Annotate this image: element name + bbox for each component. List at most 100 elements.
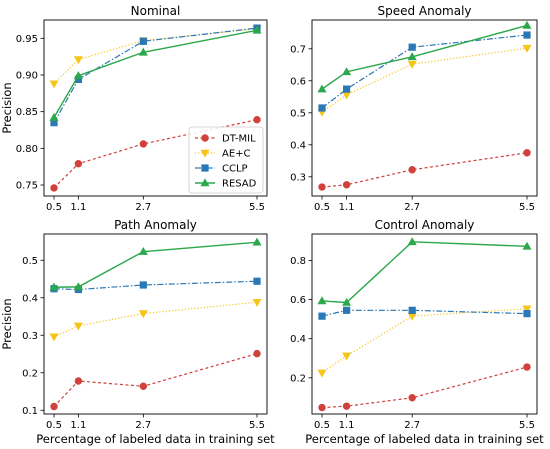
x-tick-label: 0.5 — [314, 420, 330, 431]
y-tick-label: 0.7 — [290, 44, 306, 55]
data-point — [342, 306, 351, 314]
data-point — [49, 112, 59, 121]
data-point — [408, 43, 416, 51]
series-resad — [49, 25, 262, 121]
y-tick-label: 0.5 — [22, 256, 38, 267]
series-line — [321, 308, 528, 374]
x-tick-label: 1.1 — [339, 420, 355, 431]
chart-panel-4: Control Anomaly 0.5 1.1 2.7 5.5 0.2 0.4 0.6 0.8 P… — [290, 218, 544, 446]
series-ae-c — [49, 298, 262, 342]
legend-label: CCLP — [222, 164, 248, 175]
data-point — [49, 282, 59, 291]
series-line — [321, 34, 528, 109]
legend-box — [188, 126, 264, 194]
plot-frame — [311, 19, 538, 197]
data-point — [50, 184, 58, 192]
data-point — [73, 71, 83, 80]
series-resad — [49, 237, 262, 291]
series-line — [321, 152, 528, 188]
legend-label: AE+C — [222, 149, 251, 160]
series-dt-mil — [50, 349, 261, 411]
x-tick-label: 0.5 — [46, 202, 62, 213]
y-tick-label: 0.80 — [16, 144, 38, 155]
data-point — [318, 183, 326, 191]
data-point — [407, 52, 417, 61]
data-point — [318, 403, 326, 412]
data-point — [407, 60, 417, 69]
series-line — [53, 27, 258, 123]
y-tick-label: 0.90 — [16, 71, 38, 82]
legend-label: DT-MIL — [222, 134, 256, 145]
data-point — [317, 296, 327, 305]
chart-title: Nominal — [131, 4, 181, 18]
y-axis-label: Precision — [0, 82, 14, 133]
y-tick-label: 0.3 — [22, 331, 38, 342]
y-tick-label: 0.4 — [290, 334, 306, 345]
data-point — [342, 67, 352, 76]
series-ae-c — [317, 44, 532, 117]
data-point — [407, 312, 417, 321]
chart-panel-1: Nominal 0.5 1.1 2.7 5.5 0.75 0.80 0.85 0.90 0.95 P… — [0, 4, 268, 213]
data-point — [252, 25, 262, 34]
series-line — [53, 280, 258, 291]
series-ae-c — [317, 305, 532, 378]
data-point — [342, 352, 352, 361]
data-point — [342, 91, 352, 100]
x-tick-label: 2.7 — [404, 202, 420, 213]
x-tick-label: 2.7 — [135, 420, 151, 431]
x-axis-label: Percentage of labeled data in training s… — [305, 432, 544, 446]
series-line — [321, 47, 528, 113]
data-point — [407, 237, 417, 246]
data-point — [138, 47, 148, 56]
data-point — [73, 322, 83, 331]
series-line — [53, 241, 258, 288]
data-point — [49, 333, 59, 342]
data-point — [74, 377, 83, 385]
data-point — [138, 310, 148, 319]
data-point — [252, 298, 262, 307]
data-point — [523, 310, 531, 318]
series-cclp — [50, 24, 261, 127]
chart-title: Path Anomaly — [114, 218, 197, 232]
series-line — [53, 29, 258, 118]
data-point — [522, 241, 532, 250]
data-point — [253, 277, 261, 285]
data-point — [252, 237, 262, 246]
data-point — [139, 382, 148, 390]
plot-frame — [43, 233, 268, 415]
y-tick-label: 0.2 — [290, 373, 306, 384]
legend-label: RESAD — [222, 179, 257, 190]
chart-title: Speed Anomaly — [377, 4, 471, 18]
data-point — [342, 85, 351, 93]
y-tick-label: 0.8 — [290, 256, 306, 267]
data-point — [317, 369, 327, 378]
legend: DT-MIL AE+C CCLP RESAD — [188, 126, 264, 194]
data-point — [522, 44, 532, 53]
data-point — [408, 306, 416, 314]
x-axis-label: Percentage of labeled data in training s… — [36, 432, 275, 446]
series-line — [321, 24, 528, 90]
data-point — [408, 166, 416, 174]
y-tick-label: 0.1 — [22, 406, 38, 417]
y-tick-label: 0.85 — [16, 107, 38, 118]
x-tick-label: 1.1 — [70, 202, 86, 213]
y-tick-label: 0.4 — [290, 140, 306, 151]
series-line — [53, 301, 258, 338]
data-point — [138, 247, 148, 255]
legend-marker — [201, 134, 209, 142]
y-tick-label: 0.75 — [16, 181, 38, 192]
data-point — [408, 394, 416, 402]
data-point — [253, 116, 261, 124]
data-point — [342, 297, 352, 306]
x-tick-label: 1.1 — [339, 202, 355, 213]
series-cclp — [318, 306, 531, 320]
data-point — [523, 363, 531, 371]
series-line — [53, 353, 258, 407]
data-point — [318, 312, 326, 320]
x-tick-label: 0.5 — [46, 420, 62, 431]
series-resad — [317, 237, 532, 306]
data-point — [342, 181, 351, 189]
data-point — [139, 140, 148, 148]
